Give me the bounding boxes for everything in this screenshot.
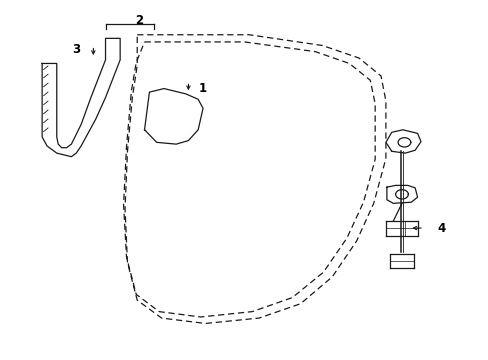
Text: 1: 1 [199,82,207,95]
Text: 3: 3 [72,42,80,55]
Text: 2: 2 [135,14,143,27]
Text: 4: 4 [436,222,445,235]
